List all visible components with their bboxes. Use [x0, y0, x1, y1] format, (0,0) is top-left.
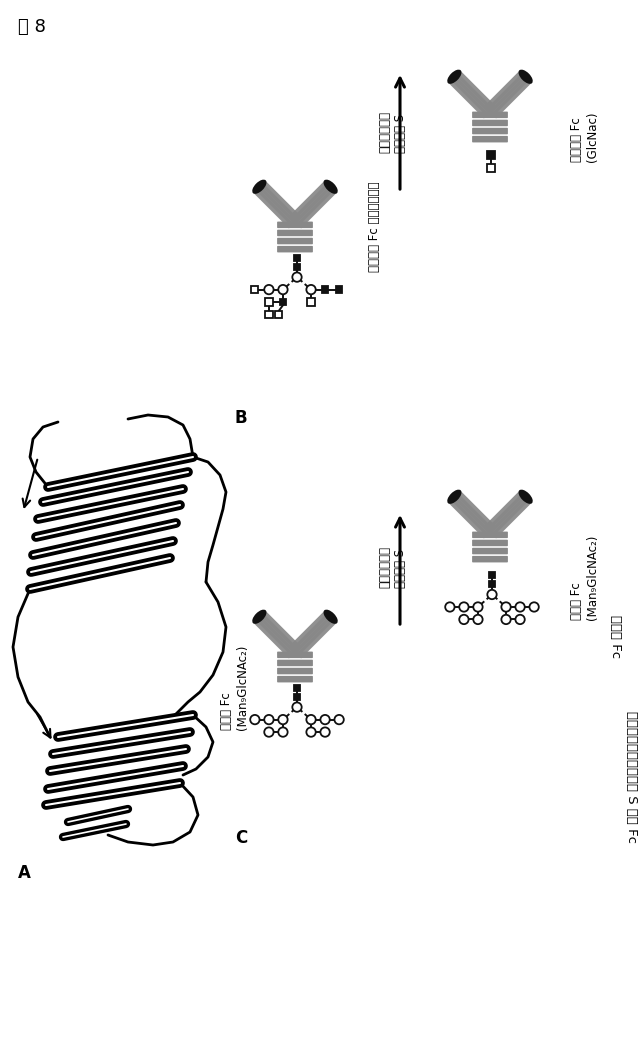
Circle shape: [321, 727, 330, 737]
Ellipse shape: [518, 489, 532, 504]
FancyBboxPatch shape: [277, 660, 313, 666]
FancyBboxPatch shape: [277, 238, 313, 244]
Bar: [489, 581, 495, 588]
Text: 図 8: 図 8: [18, 18, 46, 36]
Text: 不活性化 Fc
(GlcNac): 不活性化 Fc (GlcNac): [570, 112, 599, 163]
Circle shape: [321, 715, 330, 724]
FancyBboxPatch shape: [277, 229, 313, 236]
Circle shape: [278, 715, 287, 724]
Text: C: C: [235, 829, 247, 847]
FancyBboxPatch shape: [277, 668, 313, 674]
Circle shape: [292, 273, 301, 282]
Ellipse shape: [447, 489, 461, 504]
Circle shape: [264, 285, 274, 294]
Text: エンドグリコシダーゼ S 処置 Fc: エンドグリコシダーゼ S 処置 Fc: [625, 711, 639, 843]
Circle shape: [292, 703, 301, 711]
FancyBboxPatch shape: [472, 556, 508, 562]
Circle shape: [474, 615, 483, 624]
Bar: [488, 151, 495, 159]
Bar: [294, 685, 300, 690]
Ellipse shape: [252, 180, 266, 193]
Bar: [322, 286, 328, 293]
Circle shape: [501, 615, 511, 624]
Bar: [294, 264, 300, 271]
Circle shape: [264, 715, 274, 724]
FancyBboxPatch shape: [472, 136, 508, 143]
Ellipse shape: [252, 610, 266, 624]
Text: 「正常」 Fc グリコシル化: 「正常」 Fc グリコシル化: [368, 182, 381, 273]
Ellipse shape: [518, 70, 532, 84]
Circle shape: [307, 715, 316, 724]
FancyBboxPatch shape: [277, 246, 313, 253]
FancyBboxPatch shape: [472, 128, 508, 134]
FancyBboxPatch shape: [277, 651, 313, 659]
Circle shape: [264, 727, 274, 737]
FancyBboxPatch shape: [277, 222, 313, 228]
Circle shape: [278, 285, 287, 294]
Ellipse shape: [324, 180, 338, 193]
Circle shape: [250, 715, 260, 724]
Circle shape: [474, 602, 483, 612]
Bar: [280, 299, 286, 305]
Circle shape: [515, 615, 525, 624]
Text: A: A: [18, 864, 31, 882]
FancyBboxPatch shape: [277, 675, 313, 683]
Ellipse shape: [324, 610, 338, 624]
Text: 活性化 Fc
(Man₉GlcNAc₂): 活性化 Fc (Man₉GlcNAc₂): [570, 534, 599, 619]
Circle shape: [335, 715, 344, 724]
FancyBboxPatch shape: [472, 119, 508, 126]
Bar: [336, 286, 342, 293]
FancyBboxPatch shape: [472, 112, 508, 118]
Text: エンドグリコ
シダーゼ S: エンドグリコ シダーゼ S: [378, 546, 407, 588]
Bar: [294, 693, 300, 700]
Circle shape: [515, 602, 525, 612]
Text: 活性化 Fc
(Man₉GlcNAc₂): 活性化 Fc (Man₉GlcNAc₂): [220, 645, 249, 729]
Circle shape: [501, 602, 511, 612]
FancyBboxPatch shape: [472, 540, 508, 546]
FancyBboxPatch shape: [472, 548, 508, 554]
Text: エンドグリコ
シダーゼ S: エンドグリコ シダーゼ S: [378, 111, 407, 153]
Circle shape: [529, 602, 539, 612]
Circle shape: [307, 285, 316, 294]
Bar: [489, 572, 495, 578]
Bar: [294, 255, 300, 261]
Circle shape: [307, 727, 316, 737]
Circle shape: [460, 615, 468, 624]
Text: B: B: [235, 409, 248, 427]
FancyBboxPatch shape: [472, 532, 508, 538]
Circle shape: [445, 602, 454, 612]
Text: 野生型 Fc: 野生型 Fc: [609, 615, 621, 659]
Circle shape: [460, 602, 468, 612]
Circle shape: [278, 727, 287, 737]
Ellipse shape: [447, 70, 461, 84]
Circle shape: [487, 590, 497, 599]
